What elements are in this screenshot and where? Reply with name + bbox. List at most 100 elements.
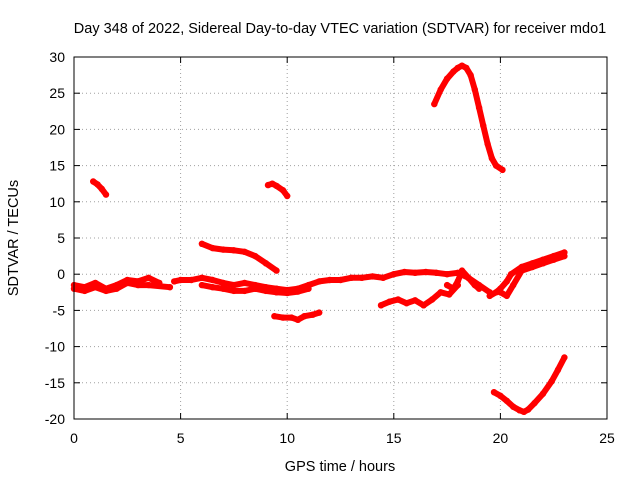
data-point: [288, 314, 295, 321]
data-point: [220, 285, 227, 292]
series-arc-21h: [491, 354, 568, 415]
data-point: [316, 309, 323, 316]
data-point: [503, 278, 510, 285]
x-tick-label: 20: [493, 430, 509, 446]
plot-frame: [73, 56, 608, 420]
data-point: [305, 285, 312, 292]
data-point: [443, 75, 451, 82]
data-point: [113, 285, 120, 292]
data-point: [198, 281, 206, 289]
data-point: [98, 185, 105, 192]
y-axis-ticks: -20 -15 -10 -5 0 5 10 15 20 25 30: [45, 49, 607, 427]
data-point: [458, 267, 466, 274]
data-point: [271, 313, 278, 320]
x-tick-label: 5: [177, 430, 185, 446]
data-point: [437, 289, 444, 296]
data-point: [252, 252, 259, 260]
series-arc-15h: [378, 282, 461, 309]
data-point: [497, 289, 504, 296]
data-point: [188, 276, 195, 284]
y-tick-label: 30: [49, 49, 65, 65]
data-point: [220, 246, 227, 253]
data-point: [279, 314, 287, 321]
data-point: [102, 191, 110, 198]
data-point: [437, 86, 444, 93]
data-point: [166, 284, 174, 291]
data-point: [230, 247, 238, 254]
data-point: [403, 300, 410, 307]
data-point: [326, 276, 333, 284]
y-tick-label: -20: [45, 411, 65, 427]
data-point: [454, 281, 461, 289]
data-point: [273, 267, 280, 274]
data-point: [420, 302, 427, 309]
data-point: [81, 287, 88, 295]
data-point: [262, 260, 270, 267]
data-point: [377, 302, 385, 309]
y-tick-label: 25: [49, 85, 65, 101]
data-point: [531, 399, 538, 407]
data-point: [450, 68, 457, 75]
data-point: [471, 86, 478, 93]
data-point: [94, 181, 101, 188]
data-point: [529, 263, 536, 271]
data-point: [488, 155, 496, 162]
x-axis-label: GPS time / hours: [285, 459, 395, 475]
data-point: [443, 271, 451, 278]
y-tick-label: 5: [57, 230, 65, 246]
data-point: [348, 274, 355, 281]
data-point: [411, 297, 419, 304]
data-point: [171, 278, 178, 285]
data-point: [486, 292, 493, 300]
data-point: [241, 287, 248, 295]
data-point: [443, 281, 451, 289]
data-point: [102, 287, 110, 295]
y-tick-label: 20: [49, 121, 65, 137]
data-point: [134, 281, 142, 289]
data-point: [507, 271, 515, 278]
data-series: [70, 62, 568, 415]
data-point: [337, 276, 344, 284]
data-point: [124, 279, 131, 287]
data-point: [358, 274, 365, 281]
y-tick-label: -5: [53, 302, 66, 318]
data-point: [561, 252, 568, 260]
data-point: [465, 274, 472, 281]
data-point: [177, 276, 184, 284]
data-point: [284, 289, 291, 297]
x-axis-ticks: 0 5 10 15 20 25: [70, 57, 615, 446]
data-point: [467, 71, 474, 79]
data-point: [411, 269, 419, 276]
y-axis-label: SDTVAR / TECUs: [6, 180, 22, 296]
x-tick-label: 0: [70, 430, 78, 446]
data-point: [273, 182, 280, 190]
y-tick-label: -10: [45, 339, 65, 355]
data-point: [497, 392, 504, 399]
data-point: [145, 274, 152, 281]
data-point: [279, 187, 287, 194]
data-point: [480, 122, 487, 129]
data-point: [309, 311, 316, 318]
data-point: [294, 316, 302, 323]
data-point: [539, 390, 547, 397]
data-point: [499, 166, 506, 174]
data-point: [198, 240, 206, 247]
data-point: [209, 244, 216, 252]
data-point: [484, 140, 491, 148]
data-point: [394, 296, 402, 303]
data-point: [230, 281, 238, 289]
data-point: [294, 288, 302, 295]
data-point: [386, 298, 393, 305]
data-point: [252, 285, 259, 292]
data-point: [262, 287, 270, 295]
data-point: [241, 248, 248, 255]
data-point: [422, 268, 429, 276]
data-point: [316, 278, 323, 285]
data-point: [429, 296, 436, 303]
data-point: [475, 285, 483, 292]
series-arc-17h: [431, 62, 506, 173]
data-point: [510, 403, 517, 410]
data-point: [554, 366, 562, 373]
data-point: [510, 281, 517, 289]
